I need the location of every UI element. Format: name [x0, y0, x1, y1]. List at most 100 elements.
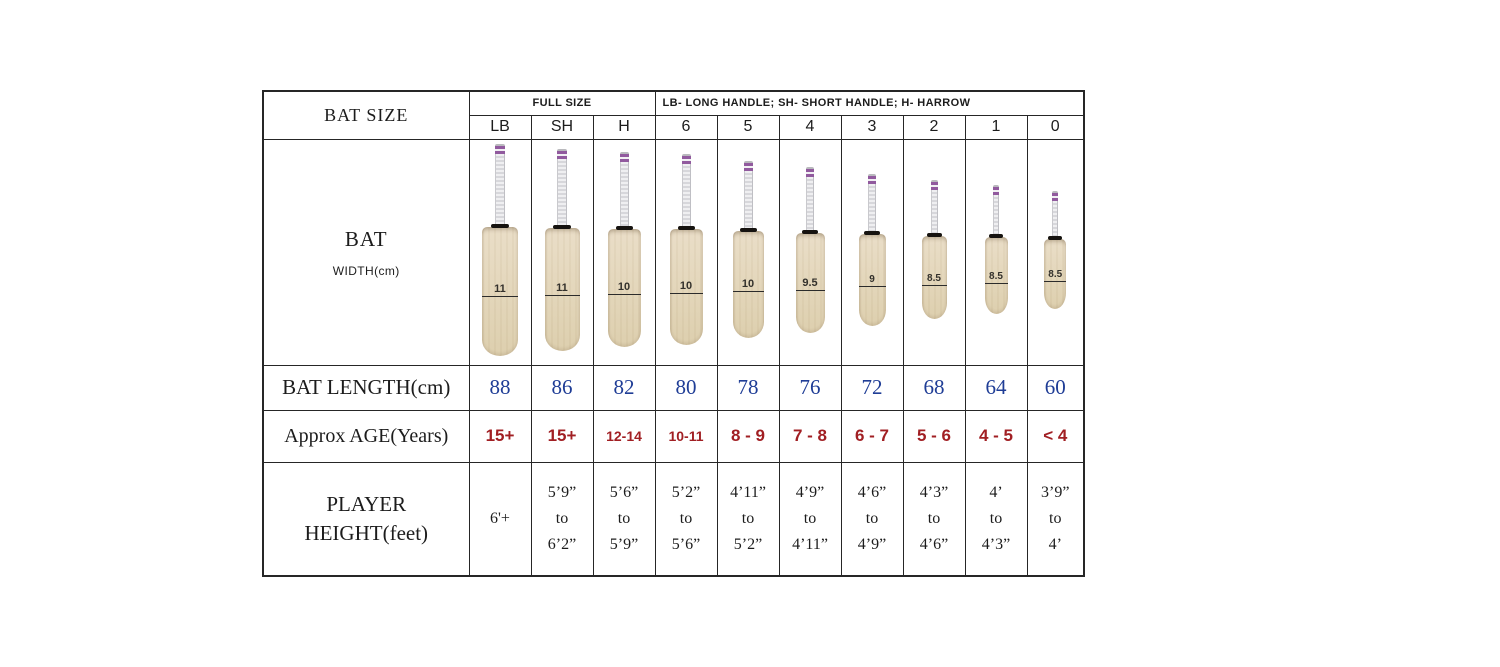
grip-band	[930, 182, 938, 185]
bat-length-cell-0: 60	[1026, 364, 1085, 411]
bat-blade: 9.5	[795, 232, 825, 333]
bat-cell-5: 10	[716, 138, 780, 366]
bat-length-cell-6: 80	[654, 364, 718, 411]
player-height-row-label-line2: HEIGHT(feet)	[304, 520, 429, 545]
bat-figure: 8.5	[966, 184, 1026, 314]
width-marker: 10	[669, 280, 703, 295]
bat-collar	[615, 226, 633, 230]
grip-band	[681, 156, 691, 159]
bat-cell-SH: 11	[530, 138, 594, 366]
grip-cap	[743, 161, 753, 163]
width-marker: 8.5	[984, 271, 1008, 284]
bat-length-cell-H: 82	[592, 364, 656, 411]
height-range-cell-4: 4’9” to 4’11”	[778, 461, 842, 577]
age-cell-4: 7 - 8	[778, 409, 842, 463]
width-marker: 11	[482, 283, 518, 298]
height-range-line: to	[865, 509, 879, 527]
height-range-cell-0: 3’9” to 4’	[1026, 461, 1085, 577]
height-range-cell-5: 4’11” to 5’2”	[716, 461, 780, 577]
height-range-line: to	[989, 509, 1003, 527]
height-range-cell-2: 4’3” to 4’6”	[902, 461, 966, 577]
bat-length-cell-5: 78	[716, 364, 780, 411]
bat-figure: 10	[656, 153, 716, 345]
grip-band	[743, 168, 753, 171]
size-header-cell-5: 5	[716, 114, 780, 140]
height-range-cell-LB: 6'+	[468, 461, 532, 577]
bat-blade: 10	[669, 229, 703, 345]
bat-cell-LB: 11	[468, 138, 532, 366]
size-header-cell-1: 1	[964, 114, 1028, 140]
bat-collar	[1048, 235, 1063, 240]
bat-length-cell-LB: 88	[468, 364, 532, 411]
height-range-line: to	[803, 509, 817, 527]
bat-figure: 11	[532, 148, 592, 351]
bat-figure: 10	[718, 160, 778, 338]
grip-band	[806, 173, 814, 177]
age-row-label: Approx AGE(Years)	[262, 409, 470, 463]
grip-gap	[868, 178, 876, 181]
bat-handle	[495, 143, 505, 224]
height-range-line: 4’	[989, 483, 1003, 501]
width-value: 9.5	[802, 276, 818, 289]
bat-handle	[619, 152, 629, 226]
bat-length-row-label: BAT LENGTH(cm)	[262, 364, 470, 411]
width-marker: 10	[607, 280, 641, 295]
bat-collar	[739, 228, 757, 232]
grip-cap	[557, 148, 567, 151]
bat-blade: 11	[482, 226, 518, 356]
bat-cell-1: 8.5	[964, 138, 1028, 366]
width-value: 10	[617, 280, 631, 293]
bat-collar	[864, 230, 880, 235]
grip-band	[743, 163, 753, 166]
bat-figure: 8.5	[904, 179, 964, 319]
bat-cell-H: 10	[592, 138, 656, 366]
bat-cell-3: 9	[840, 138, 904, 366]
age-cell-2: 5 - 6	[902, 409, 966, 463]
width-value: 11	[494, 283, 506, 296]
height-range-line: 4’9”	[857, 535, 887, 553]
width-value: 8.5	[1048, 269, 1063, 281]
handle-legend-header: LB- LONG HANDLE; SH- SHORT HANDLE; H- HA…	[654, 90, 1085, 116]
height-range-line: 5’6”	[671, 535, 701, 553]
age-cell-0: < 4	[1026, 409, 1085, 463]
player-height-row-label-line1: PLAYER	[326, 492, 407, 517]
width-marker: 11	[544, 282, 580, 296]
width-value: 9	[869, 273, 875, 285]
grip-shaft	[495, 153, 505, 224]
grip-cap	[868, 173, 876, 176]
size-header-cell-2: 2	[902, 114, 966, 140]
height-range-line: 5’2”	[671, 483, 701, 501]
grip-shaft	[557, 158, 567, 225]
grip-shaft	[743, 171, 753, 228]
age-cell-6: 10-11	[654, 409, 718, 463]
grip-band	[619, 154, 629, 157]
grip-band	[495, 145, 505, 149]
bat-figure: 8.5	[1028, 190, 1083, 309]
width-marker: 8.5	[921, 273, 947, 286]
height-range-line: to	[741, 509, 755, 527]
age-cell-SH: 15+	[530, 409, 594, 463]
bat-collar	[491, 223, 509, 228]
height-range-line: 5’6”	[609, 483, 639, 501]
grip-shaft	[619, 162, 629, 226]
bat-blade: 10	[732, 231, 764, 338]
size-header-cell-LB: LB	[468, 114, 532, 140]
bat-length-cell-SH: 86	[530, 364, 594, 411]
grip-band	[1052, 192, 1059, 196]
grip-gap	[557, 153, 567, 156]
size-header-cell-0: 0	[1026, 114, 1085, 140]
bat-collar	[553, 224, 571, 229]
grip-cap	[1052, 190, 1059, 193]
height-range-line: to	[1049, 509, 1062, 527]
grip-gap	[743, 166, 753, 168]
width-marker: 9.5	[795, 276, 825, 291]
size-header-cell-4: 4	[778, 114, 842, 140]
grip-gap	[1052, 195, 1059, 198]
grip-band	[930, 187, 938, 190]
grip-band	[993, 192, 999, 195]
height-range-line: 3’9”	[1041, 483, 1070, 501]
bat-handle	[743, 161, 753, 228]
bat-width-row-label: BAT WIDTH(cm)	[262, 138, 470, 366]
size-header-cell-3: 3	[840, 114, 904, 140]
bat-handle	[806, 166, 814, 230]
